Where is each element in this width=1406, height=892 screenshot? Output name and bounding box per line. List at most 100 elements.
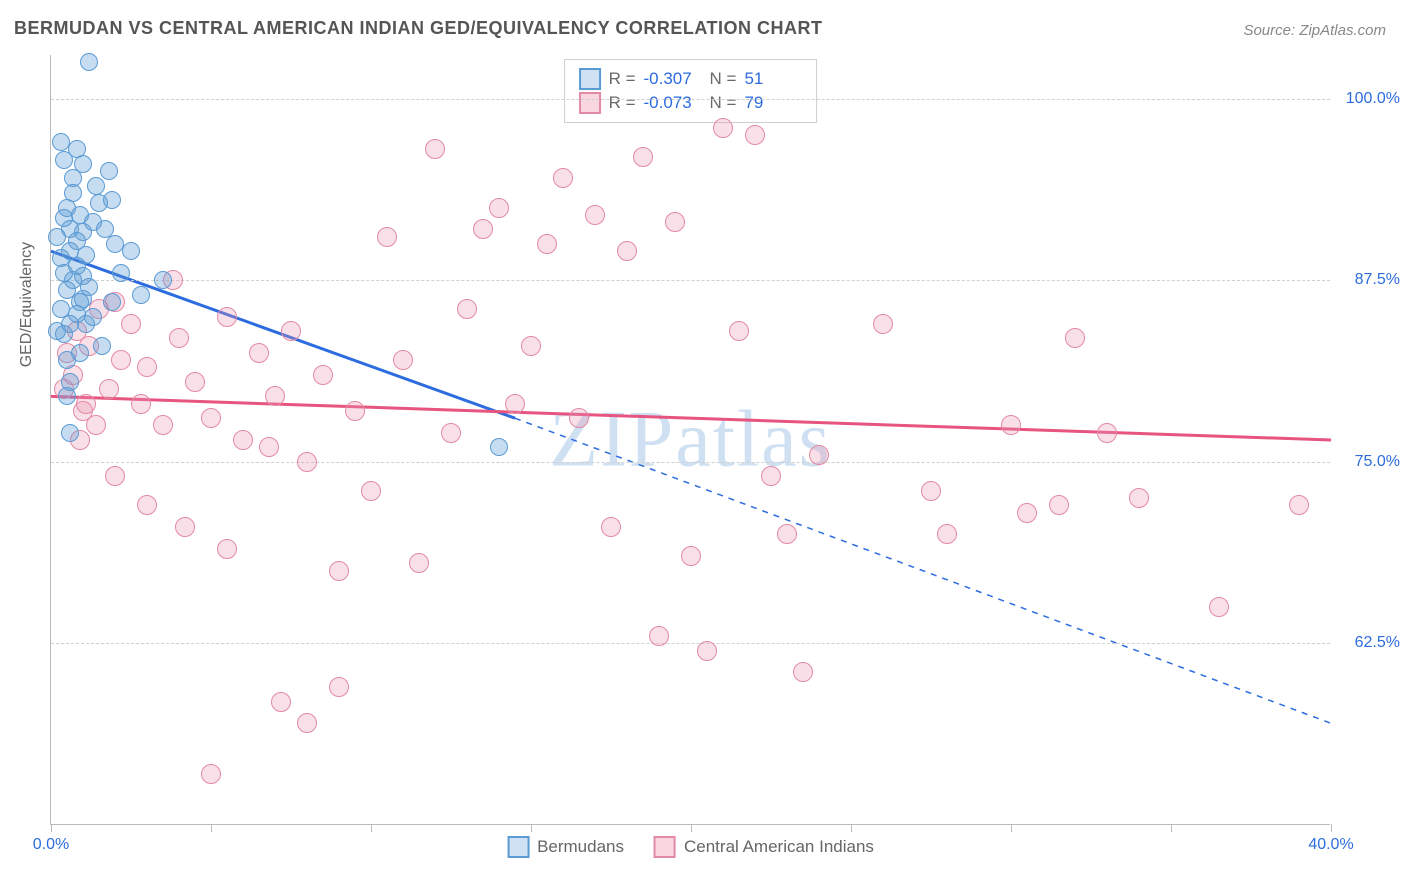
chart-container: BERMUDAN VS CENTRAL AMERICAN INDIAN GED/…	[0, 0, 1406, 892]
cai-point	[1097, 423, 1117, 443]
chart-title: BERMUDAN VS CENTRAL AMERICAN INDIAN GED/…	[14, 18, 823, 39]
ytick-label: 62.5%	[1340, 634, 1400, 652]
cai-point	[361, 481, 381, 501]
ytick-label: 87.5%	[1340, 271, 1400, 289]
bermudans-point	[103, 293, 121, 311]
bermudans-point	[61, 373, 79, 391]
cai-point	[1017, 503, 1037, 523]
cai-point	[297, 713, 317, 733]
cai-point	[873, 314, 893, 334]
bermudans-point	[64, 169, 82, 187]
cai-point	[281, 321, 301, 341]
cai-point	[521, 336, 541, 356]
bermudans-point	[100, 162, 118, 180]
cai-point	[345, 401, 365, 421]
n-label: N =	[710, 69, 737, 89]
cai-point	[175, 517, 195, 537]
cai-point	[76, 394, 96, 414]
legend-swatch	[579, 68, 601, 90]
cai-point	[137, 495, 157, 515]
legend-swatch	[507, 836, 529, 858]
xtick	[371, 824, 372, 832]
bermudans-point	[490, 438, 508, 456]
cai-point	[105, 466, 125, 486]
cai-point	[937, 524, 957, 544]
cai-point	[457, 299, 477, 319]
legend-swatch	[654, 836, 676, 858]
cai-point	[329, 561, 349, 581]
cai-point	[1049, 495, 1069, 515]
cai-point	[697, 641, 717, 661]
bermudans-point	[77, 246, 95, 264]
legend-swatch	[579, 92, 601, 114]
cai-point	[377, 227, 397, 247]
cai-point	[505, 394, 525, 414]
cai-point	[217, 307, 237, 327]
xtick	[211, 824, 212, 832]
cai-point	[569, 408, 589, 428]
cai-point	[169, 328, 189, 348]
xtick	[531, 824, 532, 832]
gridline	[51, 643, 1330, 644]
cai-point	[729, 321, 749, 341]
cai-point	[409, 553, 429, 573]
gridline	[51, 280, 1330, 281]
legend-label: Central American Indians	[684, 837, 874, 857]
bermudans-point	[84, 308, 102, 326]
cai-point	[745, 125, 765, 145]
cai-point	[681, 546, 701, 566]
bermudans-point	[87, 177, 105, 195]
cai-point	[761, 466, 781, 486]
cai-point	[793, 662, 813, 682]
cai-point	[665, 212, 685, 232]
bermudans-point	[132, 286, 150, 304]
cai-point	[297, 452, 317, 472]
xtick	[691, 824, 692, 832]
cai-point	[713, 118, 733, 138]
cai-point	[329, 677, 349, 697]
cai-point	[249, 343, 269, 363]
n-value: 79	[744, 93, 802, 113]
cai-point	[137, 357, 157, 377]
cai-point	[121, 314, 141, 334]
legend-item: Central American Indians	[654, 836, 874, 858]
cai-point	[649, 626, 669, 646]
bermudans-point	[61, 424, 79, 442]
legend-bottom: Bermudans Central American Indians	[507, 836, 874, 858]
xtick	[51, 824, 52, 832]
cai-point	[86, 415, 106, 435]
bermudans-point	[154, 271, 172, 289]
xtick	[1011, 824, 1012, 832]
cai-point	[131, 394, 151, 414]
r-value: -0.073	[644, 93, 702, 113]
cai-point	[111, 350, 131, 370]
legend-stats-row: R =-0.307N =51	[579, 68, 803, 90]
r-value: -0.307	[644, 69, 702, 89]
cai-point	[473, 219, 493, 239]
cai-point	[1289, 495, 1309, 515]
cai-point	[921, 481, 941, 501]
trend-line	[515, 418, 1331, 723]
cai-point	[585, 205, 605, 225]
cai-point	[393, 350, 413, 370]
bermudans-point	[74, 267, 92, 285]
cai-point	[99, 379, 119, 399]
y-axis-label: GED/Equivalency	[18, 242, 36, 367]
r-label: R =	[609, 93, 636, 113]
xtick	[1171, 824, 1172, 832]
cai-point	[313, 365, 333, 385]
cai-point	[1065, 328, 1085, 348]
cai-point	[201, 408, 221, 428]
cai-point	[1209, 597, 1229, 617]
xtick	[851, 824, 852, 832]
cai-point	[777, 524, 797, 544]
cai-point	[265, 386, 285, 406]
legend-item: Bermudans	[507, 836, 624, 858]
cai-point	[271, 692, 291, 712]
bermudans-point	[122, 242, 140, 260]
n-label: N =	[710, 93, 737, 113]
bermudans-point	[93, 337, 111, 355]
bermudans-point	[106, 235, 124, 253]
bermudans-point	[74, 290, 92, 308]
legend-stats-row: R = -0.073 N = 79	[579, 92, 803, 114]
